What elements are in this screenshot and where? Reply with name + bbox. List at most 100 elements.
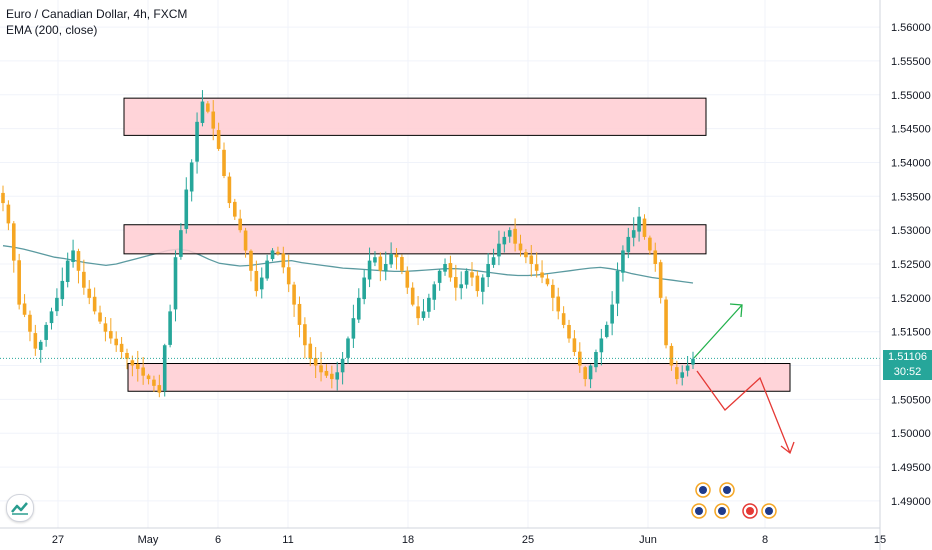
candle-down — [410, 287, 415, 305]
y-tick-label: 1.49500 — [891, 462, 931, 474]
ema-200-line — [2, 245, 694, 284]
candle-up — [65, 260, 70, 283]
supply-demand-zone — [123, 224, 707, 255]
flag-icon — [765, 507, 773, 515]
candle-down — [551, 284, 555, 298]
candle-down — [152, 379, 156, 386]
candle-down — [400, 256, 404, 271]
y-tick-label: 1.51500 — [891, 327, 931, 339]
x-tick-label: 27 — [52, 534, 64, 546]
candle-down — [92, 296, 97, 312]
y-tick-label: 1.53000 — [891, 225, 931, 237]
candle-up — [340, 358, 345, 373]
candle-down — [330, 373, 334, 380]
candle-down — [475, 275, 480, 292]
candle-up — [691, 358, 695, 365]
tradingview-logo[interactable] — [6, 494, 34, 522]
candle-up — [604, 324, 609, 337]
candle-down — [222, 149, 226, 176]
bearish-projection-arrow — [696, 370, 791, 454]
candle-up — [200, 101, 205, 123]
supply-demand-zone — [123, 97, 707, 136]
candle-up — [367, 260, 372, 280]
candle-up — [259, 277, 264, 290]
candle-down — [308, 343, 313, 359]
candle-down — [109, 331, 113, 339]
candle-up — [502, 236, 507, 245]
flag-icon — [718, 507, 726, 515]
candle-up — [389, 253, 393, 265]
candle-up — [373, 257, 377, 263]
candle-up — [270, 250, 275, 260]
candle-up — [383, 264, 388, 272]
candle-up — [464, 270, 469, 285]
candle-up — [621, 250, 625, 273]
y-tick-label: 1.50500 — [891, 394, 931, 406]
candle-up — [437, 270, 442, 283]
candle-up — [459, 284, 464, 289]
candle-down — [664, 299, 668, 346]
candle-down — [1, 192, 5, 204]
x-tick-label: 6 — [215, 534, 221, 546]
candle-down — [125, 352, 129, 359]
last-price-label: 1.51106 — [883, 350, 932, 366]
candle-down — [658, 262, 663, 298]
gridlines — [0, 0, 881, 528]
candle-down — [232, 201, 237, 217]
candle-up — [356, 297, 361, 320]
projection-arrows — [0, 303, 880, 455]
candle-up — [184, 189, 189, 229]
candle-down — [448, 263, 453, 278]
candle-up — [55, 297, 59, 312]
candle-up — [610, 304, 614, 324]
candle-down — [303, 324, 307, 346]
flag-icon — [723, 486, 731, 494]
candle-down — [157, 385, 162, 393]
candle-down — [561, 313, 566, 325]
candle-down — [276, 251, 280, 254]
candle-up — [335, 372, 340, 380]
candle-down — [405, 270, 410, 288]
candle-down — [243, 230, 248, 251]
candle-down — [227, 176, 232, 204]
candle-down — [297, 303, 302, 325]
y-tick-label: 1.53500 — [891, 191, 931, 203]
candle-up — [491, 257, 496, 265]
candle-up — [346, 338, 350, 358]
candle-down — [249, 250, 253, 271]
candle-down — [87, 288, 92, 298]
x-tick-label: May — [138, 534, 159, 546]
candle-up — [44, 324, 48, 340]
flag-icon — [746, 507, 754, 515]
candle-down — [238, 218, 242, 231]
candle-up — [71, 250, 75, 263]
candle-up — [173, 257, 178, 310]
y-tick-label: 1.55500 — [891, 56, 931, 68]
candle-down — [675, 367, 679, 380]
candle-up — [680, 372, 685, 378]
candle-down — [470, 272, 474, 278]
candle-down — [33, 333, 38, 349]
bearish-arrow-head — [780, 441, 795, 455]
candle-down — [98, 312, 102, 322]
y-tick-label: 1.52000 — [891, 293, 931, 305]
flag-icon — [699, 486, 707, 494]
candle-down — [22, 303, 27, 315]
candle-down — [545, 278, 550, 285]
candles — [1, 90, 695, 398]
candle-up — [351, 318, 356, 339]
candle-down — [416, 306, 420, 319]
candle-up — [265, 260, 269, 279]
bullish-projection-arrow — [693, 304, 743, 359]
candle-down — [281, 253, 286, 268]
y-tick-label: 1.54000 — [891, 157, 931, 169]
candle-up — [615, 270, 620, 304]
candle-up — [443, 264, 447, 272]
candle-down — [556, 296, 561, 312]
candle-down — [540, 272, 544, 278]
candle-down — [534, 264, 539, 271]
x-tick-label: 25 — [522, 534, 534, 546]
candle-up — [432, 284, 437, 300]
